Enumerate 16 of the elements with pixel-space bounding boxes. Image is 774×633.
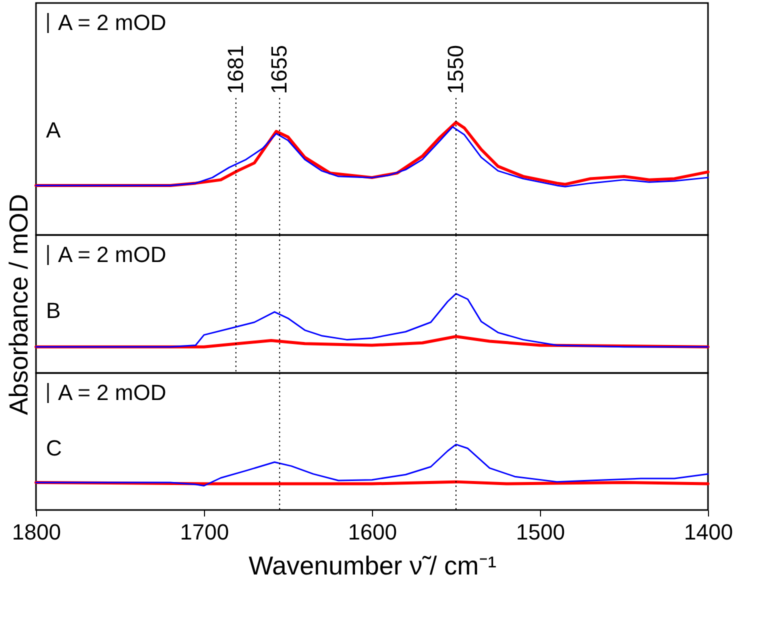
text: A = 2 mOD (58, 380, 166, 405)
x-tick-label: 1400 (684, 520, 733, 544)
ref-line-label: 1681 (222, 45, 248, 94)
x-tick-label: 1600 (348, 520, 397, 544)
ref-line-label: 1550 (443, 45, 468, 94)
text: A = 2 mOD (58, 242, 166, 267)
annotation: C (46, 435, 62, 460)
x-tick-label: 1700 (180, 520, 229, 544)
annotation: B (46, 298, 61, 323)
x-tick-label: 1800 (12, 520, 61, 544)
text: A = 2 mOD (58, 10, 166, 35)
y-axis-title: Absorbance / mOD (4, 194, 34, 416)
ref-line-label: 1655 (266, 45, 292, 94)
x-axis-title: Wavenumber ν̃ / cm⁻¹ (248, 550, 497, 580)
annotation: A (46, 118, 61, 143)
x-tick-label: 1500 (516, 520, 565, 544)
